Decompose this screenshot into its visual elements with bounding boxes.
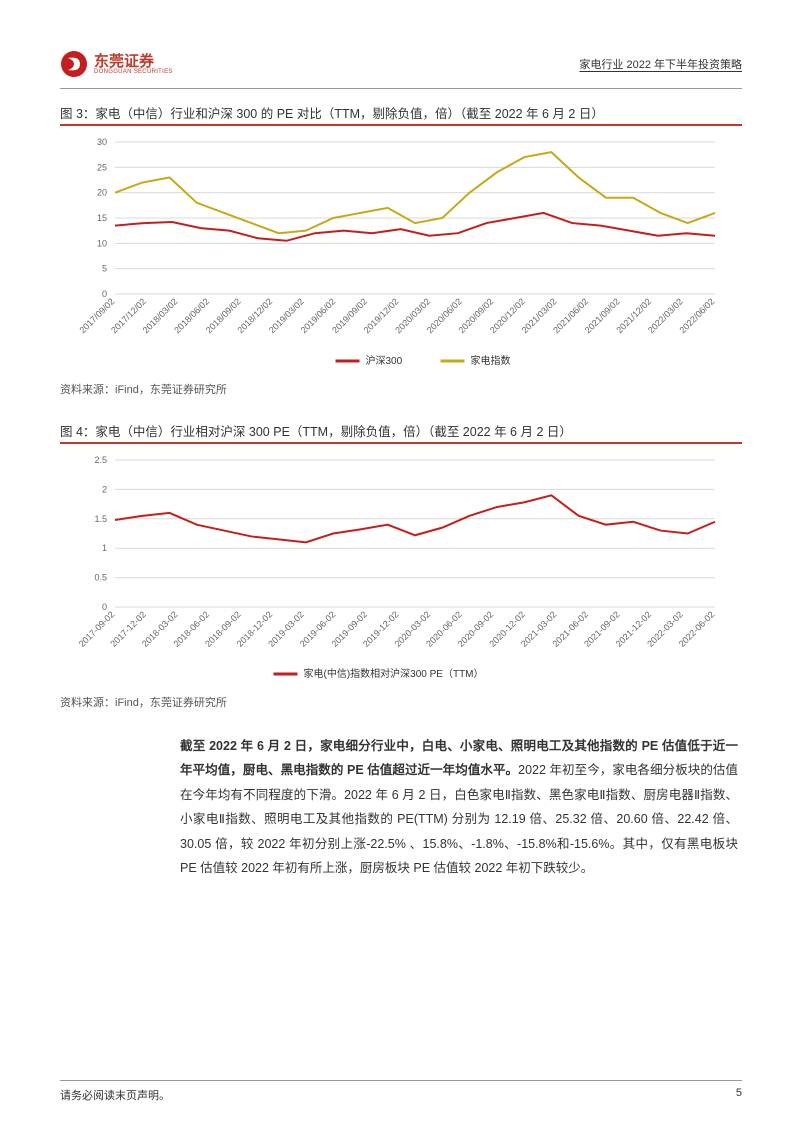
svg-text:0: 0 [102,602,107,612]
svg-text:2.5: 2.5 [94,455,107,465]
svg-text:1: 1 [102,543,107,553]
body-rest: 2022 年初至今，家电各细分板块的估值在今年均有不同程度的下滑。2022 年 … [180,763,738,875]
logo-text: 东莞证券 DONGGUAN SECURITIES [94,54,173,75]
chart4-title-underline [60,442,742,444]
chart3: 0510152025302017/09/022017/12/022018/03/… [60,132,742,375]
svg-text:20: 20 [97,188,107,198]
logo: 东莞证券 DONGGUAN SECURITIES [60,50,173,78]
svg-text:1.5: 1.5 [94,514,107,524]
footer-disclaimer: 请务必阅读末页声明。 [60,1087,170,1103]
svg-text:10: 10 [97,238,107,248]
svg-text:家电(中信)指数相对沪深300 PE（TTM）: 家电(中信)指数相对沪深300 PE（TTM） [304,667,484,680]
page-number: 5 [736,1087,742,1103]
chart4-source: 资料来源：iFind，东莞证券研究所 [60,694,742,710]
header-subtitle: 家电行业 2022 年下半年投资策略 [579,56,742,72]
svg-text:家电指数: 家电指数 [471,354,511,367]
chart4-title: 图 4：家电（中信）行业相对沪深 300 PE（TTM，剔除负值，倍）（截至 2… [60,421,742,440]
svg-text:2: 2 [102,484,107,494]
header-divider [60,88,742,89]
body-paragraph: 截至 2022 年 6 月 2 日，家电细分行业中，白电、小家电、照明电工及其他… [60,734,742,880]
page-header: 东莞证券 DONGGUAN SECURITIES 家电行业 2022 年下半年投… [60,50,742,78]
chart3-title-underline [60,124,742,126]
chart3-svg: 0510152025302017/09/022017/12/022018/03/… [60,132,730,372]
svg-text:5: 5 [102,264,107,274]
logo-icon [60,50,88,78]
page-footer: 请务必阅读末页声明。 5 [60,1080,742,1103]
logo-cn: 东莞证券 [94,54,173,69]
svg-text:沪深300: 沪深300 [366,354,403,367]
logo-en: DONGGUAN SECURITIES [94,69,173,75]
svg-text:30: 30 [97,137,107,147]
chart4: 00.511.522.52017-09-022017-12-022018-03-… [60,450,742,688]
svg-text:25: 25 [97,162,107,172]
chart3-title: 图 3：家电（中信）行业和沪深 300 的 PE 对比（TTM，剔除负值，倍）（… [60,103,742,122]
svg-text:0.5: 0.5 [94,573,107,583]
svg-text:0: 0 [102,289,107,299]
footer-divider [60,1080,742,1081]
svg-text:15: 15 [97,213,107,223]
chart4-svg: 00.511.522.52017-09-022017-12-022018-03-… [60,450,730,685]
chart3-source: 资料来源：iFind，东莞证券研究所 [60,381,742,397]
